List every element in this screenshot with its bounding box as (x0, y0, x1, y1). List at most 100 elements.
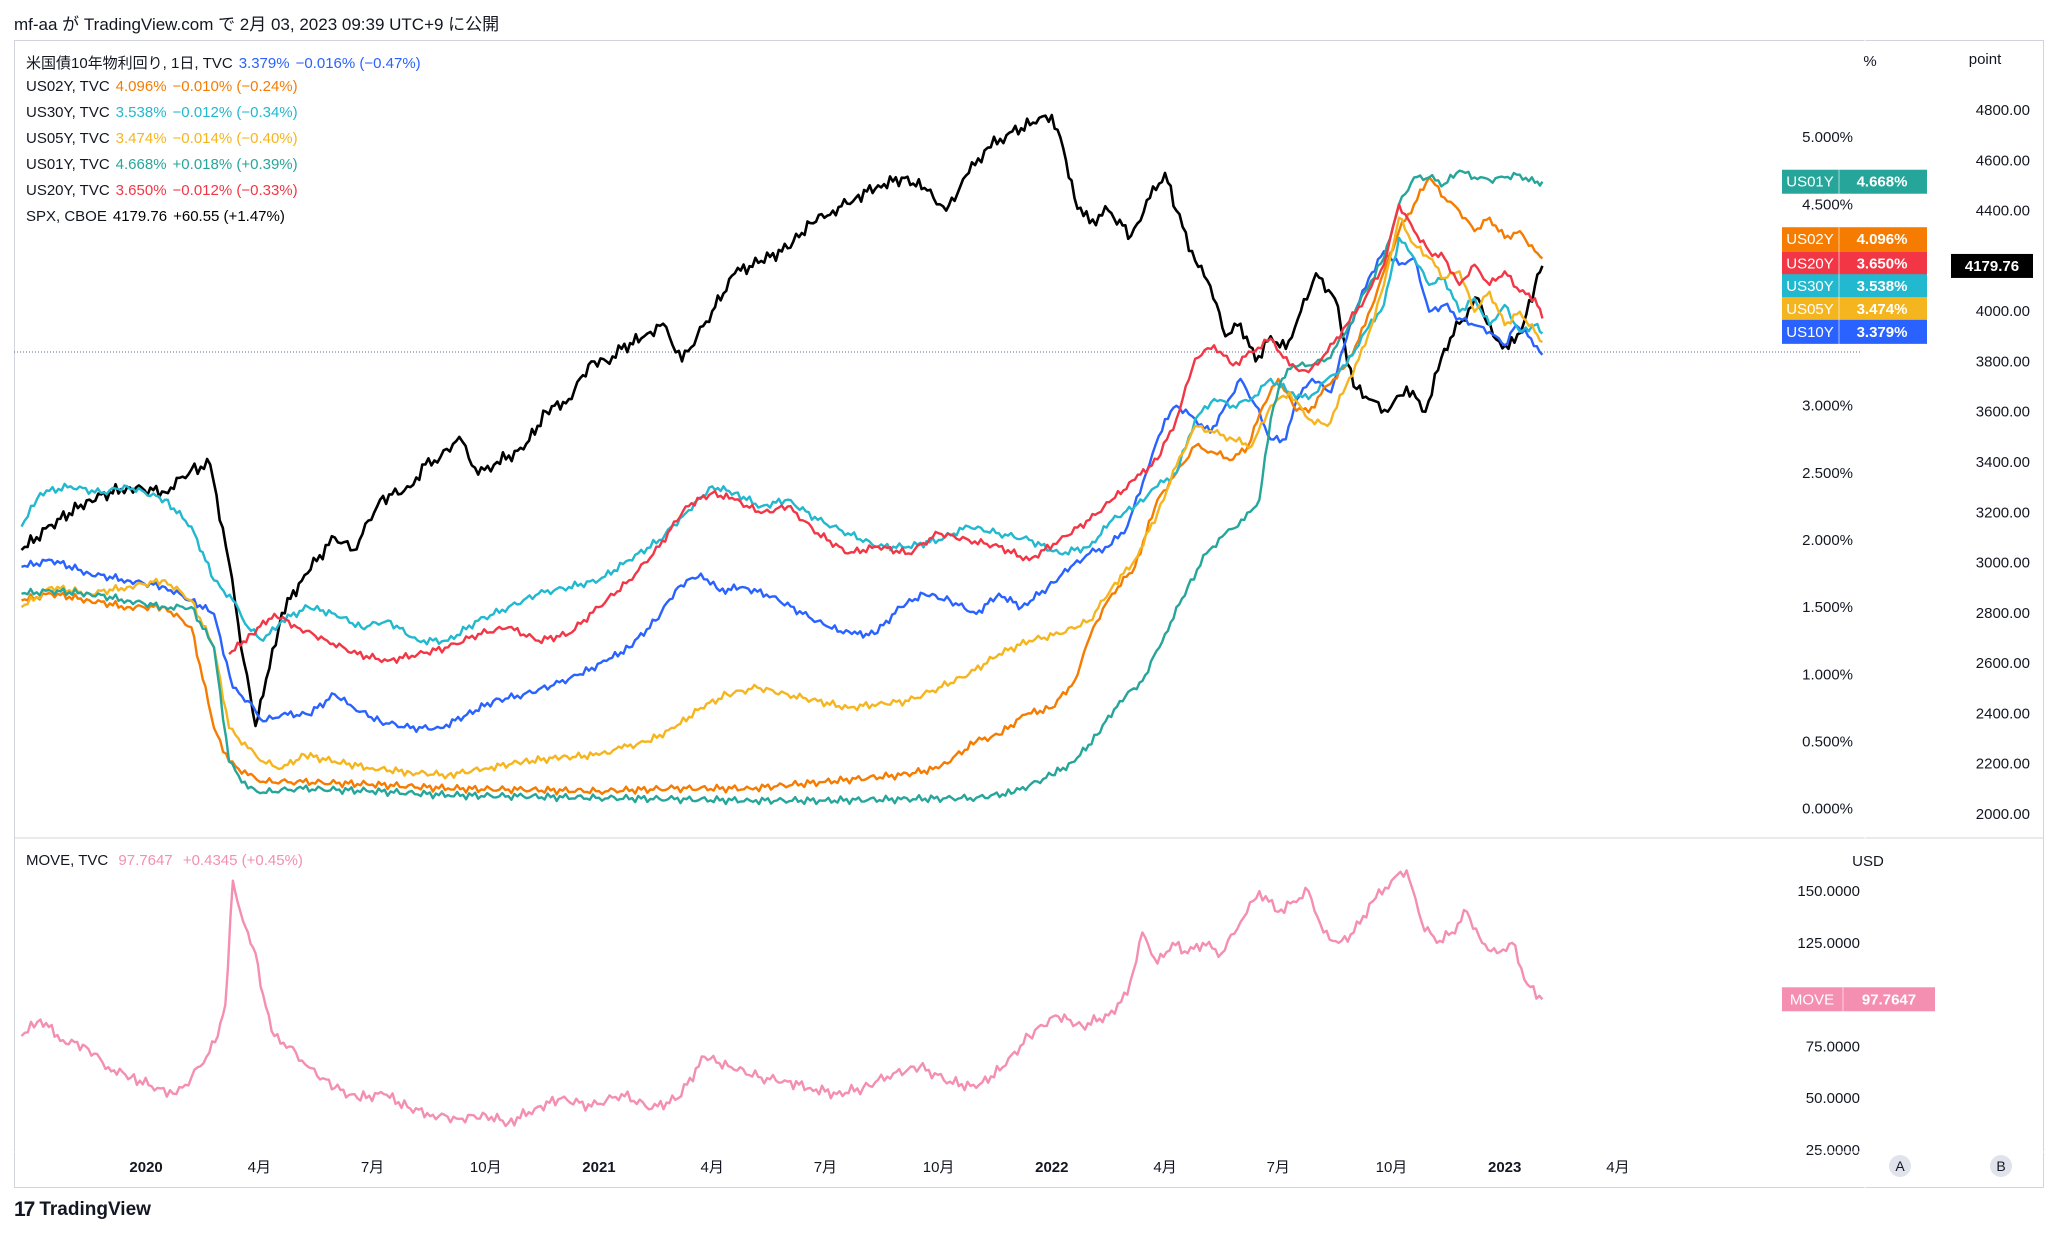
time-axis-tick: 10月 (470, 1159, 502, 1176)
time-axis-tick: 10月 (923, 1159, 955, 1176)
auto-scale-button-bg (1889, 1155, 1911, 1177)
point-axis-tick: 3600.00 (1976, 404, 2030, 421)
legend-value: 3.379% (238, 55, 290, 72)
time-axis-tick: 7月 (1267, 1159, 1290, 1176)
tag-bg (1782, 227, 1927, 252)
grid-lines (14, 40, 2044, 1188)
pct-axis-tick: 0.000% (1802, 801, 1853, 818)
time-axis-tick: 2020 (129, 1159, 162, 1176)
tag-label: US01Y (1786, 174, 1834, 191)
legend-change: +0.018% (+0.39%) (172, 156, 298, 173)
tag-label: MOVE (1790, 991, 1834, 1008)
time-axis-tick: 4月 (1153, 1159, 1176, 1176)
pct-axis-tick: 2.000% (1802, 532, 1853, 549)
pct-axis-tick: 1.000% (1802, 666, 1853, 683)
log-scale-button-bg (1990, 1155, 2012, 1177)
tag-bg (1782, 251, 1927, 276)
us05y-series-line (20, 216, 1543, 780)
time-axis-tick: 2021 (582, 1159, 615, 1176)
legend-row-us05y[interactable]: US05Y, TVC 3.474% −0.014% (−0.40%) (26, 130, 304, 147)
usd-axis-tick: 75.0000 (1806, 1038, 1860, 1055)
legend-value: 3.538% (115, 104, 167, 121)
usd-axis-tick: 150.0000 (1797, 883, 1860, 900)
us05y-price-tag: US05Y 3.474% (1782, 297, 1927, 322)
legend-change: −0.010% (−0.24%) (172, 78, 298, 95)
legend-row-us10y[interactable]: 米国債10年物利回り, 1日, TVC 3.379% −0.016% (−0.47%… (26, 52, 427, 73)
legend-value: 4179.76 (112, 208, 168, 225)
chart-frame[interactable] (14, 40, 2044, 1188)
legend-change: +60.55 (+1.47%) (173, 208, 285, 225)
tag-label: US02Y (1786, 231, 1834, 248)
log-scale-button[interactable]: B (1990, 1155, 2012, 1177)
us30y-series-line (20, 236, 1544, 646)
tradingview-logo-icon: 17 (14, 1198, 35, 1221)
publish-header: mf-aa が TradingView.com で 2月 03, 2023 09… (14, 15, 500, 34)
move-series-line (20, 869, 1544, 1128)
point-unit-label: point (1969, 51, 2002, 68)
lower-legend: MOVE, TVC 97.7647 +0.4345 (+0.45%) (26, 852, 309, 869)
point-axis-tick: 3000.00 (1976, 555, 2030, 572)
move-legend-value: 97.7647 (118, 852, 173, 869)
tag-value: 4.096% (1857, 231, 1908, 248)
time-axis-tick: 4月 (248, 1159, 271, 1176)
tag-label: US10Y (1786, 324, 1834, 341)
pct-axis-tick: 2.500% (1802, 465, 1853, 482)
auto-scale-button[interactable]: A (1889, 1155, 1911, 1177)
tag-bg (1951, 253, 2033, 278)
point-axis-tick: 4600.00 (1976, 152, 2030, 169)
point-axis-tick: 2000.00 (1976, 806, 2030, 823)
us01y-series-line (21, 169, 1544, 806)
time-axis-tick: 7月 (814, 1159, 837, 1176)
pct-axis-tick: 5.000% (1802, 129, 1853, 146)
legend-name: US20Y, TVC (26, 182, 110, 199)
legend-row-spx[interactable]: SPX, CBOE 4179.76 +60.55 (+1.47%) (26, 208, 291, 225)
us20y-price-tag: US20Y 3.650% (1782, 251, 1927, 276)
legend-row-us20y[interactable]: US20Y, TVC 3.650% −0.012% (−0.33%) (26, 182, 304, 199)
point-axis-tick: 2200.00 (1976, 756, 2030, 773)
point-axis-tick: 3800.00 (1976, 353, 2030, 370)
tag-bg (1782, 297, 1927, 322)
tradingview-footer[interactable]: 17 TradingView (14, 1198, 151, 1222)
pct-axis-tick: 3.000% (1802, 398, 1853, 415)
tag-value: 4179.76 (1965, 258, 2019, 275)
legend-name: US30Y, TVC (26, 104, 110, 121)
move-price-tag: MOVE 97.7647 (1782, 987, 1935, 1012)
pct-axis-tick: 0.500% (1802, 733, 1853, 750)
legend-change: −0.012% (−0.33%) (172, 182, 298, 199)
legend-row-us30y[interactable]: US30Y, TVC 3.538% −0.012% (−0.34%) (26, 104, 304, 121)
legend-name: US01Y, TVC (26, 156, 110, 173)
tag-value: 97.7647 (1862, 991, 1916, 1008)
usd-axis-tick: 50.0000 (1806, 1090, 1860, 1107)
price-tags: US01Y 4.668% US02Y 4.096% US20Y 3.650% US30Y 3.… (1782, 169, 2033, 1012)
usd-unit-label: USD (1852, 853, 1884, 870)
tag-bg (1782, 987, 1935, 1012)
us01y-price-tag: US01Y 4.668% (1782, 169, 1927, 194)
series-lines (20, 113, 1544, 1128)
tag-bg (1782, 319, 1927, 344)
legend-row-us02y[interactable]: US02Y, TVC 4.096% −0.010% (−0.24%) (26, 78, 304, 95)
auto-scale-button-label: A (1895, 1158, 1905, 1174)
spx-price-tag: 4179.76 (1951, 253, 2033, 278)
us10y-series-line (21, 250, 1544, 733)
point-axis-tick: 3400.00 (1976, 454, 2030, 471)
pct-axis-tick: 1.500% (1802, 599, 1853, 616)
legend-value: 3.650% (115, 182, 167, 199)
legend-name: SPX, CBOE (26, 208, 107, 225)
tag-value: 4.668% (1857, 174, 1908, 191)
point-axis-tick: 2400.00 (1976, 705, 2030, 722)
time-axis-tick: 10月 (1376, 1159, 1408, 1176)
tag-value: 3.474% (1857, 301, 1908, 318)
point-axis-tick: 4400.00 (1976, 203, 2030, 220)
legend-value: 4.668% (115, 156, 167, 173)
legend-row-us01y[interactable]: US01Y, TVC 4.668% +0.018% (+0.39%) (26, 156, 304, 173)
us30y-price-tag: US30Y 3.538% (1782, 274, 1927, 299)
point-axis-tick: 4000.00 (1976, 303, 2030, 320)
legend-change: −0.014% (−0.40%) (172, 130, 298, 147)
legend-value: 4.096% (115, 78, 167, 95)
tradingview-brand: TradingView (39, 1199, 151, 1220)
legend-name: 米国債10年物利回り, 1日, TVC (26, 55, 233, 72)
time-axis-tick: 2022 (1035, 1159, 1068, 1176)
tag-label: US30Y (1786, 278, 1834, 295)
point-axis-tick: 4800.00 (1976, 102, 2030, 119)
